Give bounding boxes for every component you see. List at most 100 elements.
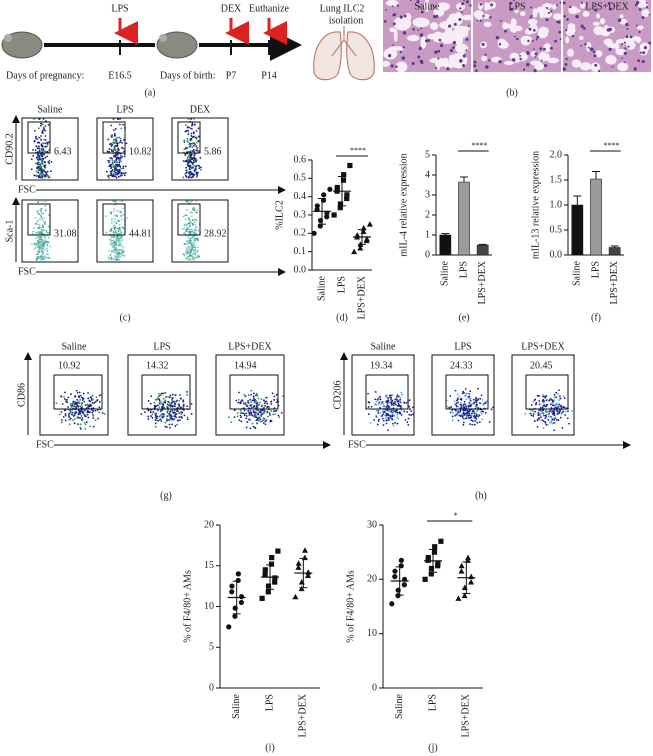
data-point [229, 589, 234, 594]
event-dot [382, 410, 384, 412]
event-dot [182, 216, 184, 218]
event-dot [60, 396, 62, 398]
event-dot [249, 427, 251, 429]
event-dot [117, 148, 119, 150]
event-dot [571, 410, 573, 412]
event-dot [92, 415, 94, 417]
event-dot [181, 413, 183, 415]
event-dot [123, 139, 125, 141]
event-dot [401, 414, 403, 416]
event-dot [568, 423, 570, 425]
event-dot [34, 217, 36, 219]
event-dot [198, 127, 200, 129]
event-dot [185, 214, 187, 216]
event-dot [276, 401, 278, 403]
event-dot [125, 165, 127, 167]
event-dot [186, 258, 188, 260]
event-dot [252, 423, 254, 425]
event-dot [563, 406, 565, 408]
event-dot [43, 139, 45, 141]
event-dot [108, 151, 110, 153]
event-dot [173, 405, 175, 407]
event-dot [187, 127, 189, 129]
alveolus [421, 36, 427, 49]
event-dot [102, 412, 104, 414]
event-dot [46, 230, 48, 232]
event-dot [46, 250, 48, 252]
event-dot [190, 251, 192, 253]
event-dot [179, 416, 181, 418]
event-dot [479, 421, 481, 423]
event-dot [71, 406, 73, 408]
event-dot [481, 418, 483, 420]
event-dot [114, 168, 116, 170]
mouse-ear [4, 34, 12, 42]
event-dot [186, 229, 188, 231]
event-dot [178, 400, 180, 402]
event-dot [109, 148, 111, 150]
event-dot [400, 401, 402, 403]
event-dot [474, 424, 476, 426]
event-dot [450, 406, 452, 408]
y-tick-label: 0.0 [550, 249, 563, 260]
event-dot [393, 404, 395, 406]
event-dot [253, 412, 255, 414]
alveolus [455, 44, 468, 54]
event-dot [62, 403, 64, 405]
event-dot [188, 223, 190, 225]
event-dot [408, 406, 410, 408]
event-dot [168, 419, 170, 421]
event-dot [38, 237, 40, 239]
event-dot [115, 139, 117, 141]
event-dot [274, 413, 276, 415]
event-dot [380, 404, 382, 406]
event-dot [247, 410, 249, 412]
event-dot [95, 419, 97, 421]
event-dot [121, 142, 123, 144]
event-dot [163, 416, 165, 418]
event-dot [529, 413, 531, 415]
event-dot [163, 402, 165, 404]
event-dot [187, 156, 189, 158]
event-dot [556, 403, 558, 405]
event-dot [192, 231, 194, 233]
event-dot [167, 396, 169, 398]
y-tick-label: 10 [204, 601, 214, 612]
event-dot [193, 239, 195, 241]
gate-value: 44.81 [129, 228, 152, 239]
event-dot [41, 257, 43, 259]
event-dot [256, 403, 258, 405]
bar [458, 182, 469, 255]
event-dot [122, 172, 124, 174]
event-dot [83, 393, 85, 395]
event-dot [113, 225, 115, 227]
data-point [402, 582, 407, 587]
nucleus [569, 6, 571, 8]
nucleus [404, 15, 407, 18]
event-dot [370, 422, 372, 424]
event-dot [173, 418, 175, 420]
event-dot [194, 159, 196, 161]
event-dot [450, 412, 452, 414]
event-dot [37, 220, 39, 222]
micrographs: SalineLPSLPS+DEX [382, 0, 651, 72]
event-dot [178, 405, 180, 407]
data-point [426, 555, 431, 560]
event-dot [96, 396, 98, 398]
gate-value: 6.43 [54, 146, 72, 157]
event-dot [544, 421, 546, 423]
event-dot [239, 419, 241, 421]
event-dot [116, 250, 118, 252]
alveolus [605, 55, 616, 65]
event-dot [552, 401, 554, 403]
event-dot [185, 218, 187, 220]
event-dot [195, 200, 197, 202]
event-dot [263, 399, 265, 401]
event-dot [183, 141, 185, 143]
event-dot [163, 404, 165, 406]
event-dot [458, 395, 460, 397]
nucleus [463, 54, 466, 57]
nucleus [526, 63, 529, 66]
event-dot [191, 200, 193, 202]
x-axis-label: FSC [348, 439, 366, 450]
